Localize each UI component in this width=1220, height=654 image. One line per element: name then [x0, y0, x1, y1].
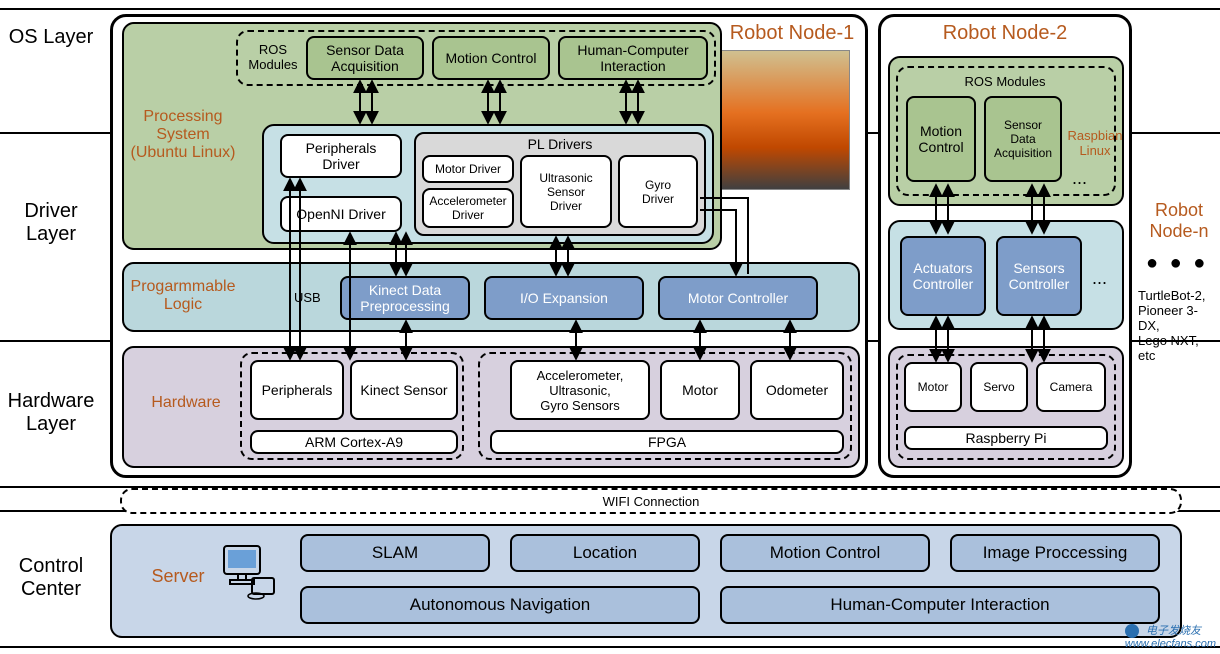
hr-top [0, 8, 1220, 10]
node1-pl-label: Progarmmable Logic [128, 278, 238, 314]
node2-ros-ellipsis: ... [1072, 168, 1087, 189]
node2-actuators: Actuators Controller [900, 236, 986, 316]
server-autonav: Autonomous Navigation [300, 586, 700, 624]
node2-hw-motor: Motor [904, 362, 962, 412]
node1-gyro-driver: Gyro Driver [618, 155, 698, 228]
node1-ultra-driver: Ultrasonic Sensor Driver [520, 155, 612, 228]
node1-hw-label: Hardware [146, 394, 226, 412]
label-driver-layer: Driver Layer [6, 200, 96, 246]
node2-hw-group: Raspberry Pi [904, 426, 1108, 450]
node1-ros-sensor: Sensor Data Acquisition [306, 36, 424, 80]
watermark: 电子发烧友 www.elecfans.com [1125, 622, 1216, 650]
node1-ros-hci: Human-Computer Interaction [558, 36, 708, 80]
server-image: Image Proccessing [950, 534, 1160, 572]
server-motion: Motion Control [720, 534, 930, 572]
wifi-box: WIFI Connection [120, 488, 1182, 514]
server-location: Location [510, 534, 700, 572]
node1-title: Robot Node-1 [722, 22, 862, 45]
node2-title: Robot Node-2 [920, 22, 1090, 45]
node1-hw-motor: Motor [660, 360, 740, 420]
node1-accel-driver: Accelerometer Driver [422, 188, 514, 228]
label-control-center: Control Center [6, 555, 96, 601]
node1-hw-kinect: Kinect Sensor [350, 360, 458, 420]
watermark-text: 电子发烧友 www.elecfans.com [1125, 625, 1216, 650]
node1-motor-controller: Motor Controller [658, 276, 818, 320]
node2-hw-camera: Camera [1036, 362, 1106, 412]
hr-cc-bottom [0, 646, 1220, 648]
noden-title: Robot Node-n [1142, 200, 1216, 242]
node1-hw-odometer: Odometer [750, 360, 844, 420]
node1-motor-driver: Motor Driver [422, 155, 514, 183]
node1-fpga-label: FPGA [490, 430, 844, 454]
noden-dots: ● ● ● [1146, 252, 1208, 275]
node1-hw-periph: Peripherals [250, 360, 344, 420]
node1-openni-driver: OpenNI Driver [280, 196, 402, 232]
node1-hw-sensors: Accelerometer, Ultrasonic, Gyro Sensors [510, 360, 650, 420]
node1-ros-label: ROS Modules [244, 42, 302, 72]
server-label: Server [138, 566, 218, 587]
node1-ps-label: Processing System (Ubuntu Linux) [128, 108, 238, 162]
label-os-layer: OS Layer [6, 26, 96, 49]
wifi-label: WIFI Connection [603, 494, 700, 509]
server-hci: Human-Computer Interaction [720, 586, 1160, 624]
node2-ros-label: ROS Modules [940, 74, 1070, 89]
computer-icon [218, 540, 278, 600]
node2-ros-motion: Motion Control [906, 96, 976, 182]
node1-io-expansion: I/O Expansion [484, 276, 644, 320]
node1-ros-motion: Motion Control [432, 36, 550, 80]
node1-pl-driver-group-label: PL Drivers [528, 136, 593, 152]
server-slam: SLAM [300, 534, 490, 572]
node1-kinect-preproc: Kinect Data Preprocessing [340, 276, 470, 320]
node1-arm-label: ARM Cortex-A9 [250, 430, 458, 454]
node2-sensors: Sensors Controller [996, 236, 1082, 316]
node2-hw-servo: Servo [970, 362, 1028, 412]
node1-periph-driver: Peripherals Driver [280, 134, 402, 178]
noden-list: TurtleBot-2, Pioneer 3-DX, Lego NXT, etc [1138, 288, 1218, 363]
label-hardware-layer: Hardware Layer [6, 390, 96, 436]
node2-ros-sensor: Sensor Data Acquisition [984, 96, 1062, 182]
node2-drv-ellipsis: ... [1092, 268, 1107, 289]
robot-photo-placeholder [710, 50, 850, 190]
node1-usb-label: USB [294, 290, 321, 305]
